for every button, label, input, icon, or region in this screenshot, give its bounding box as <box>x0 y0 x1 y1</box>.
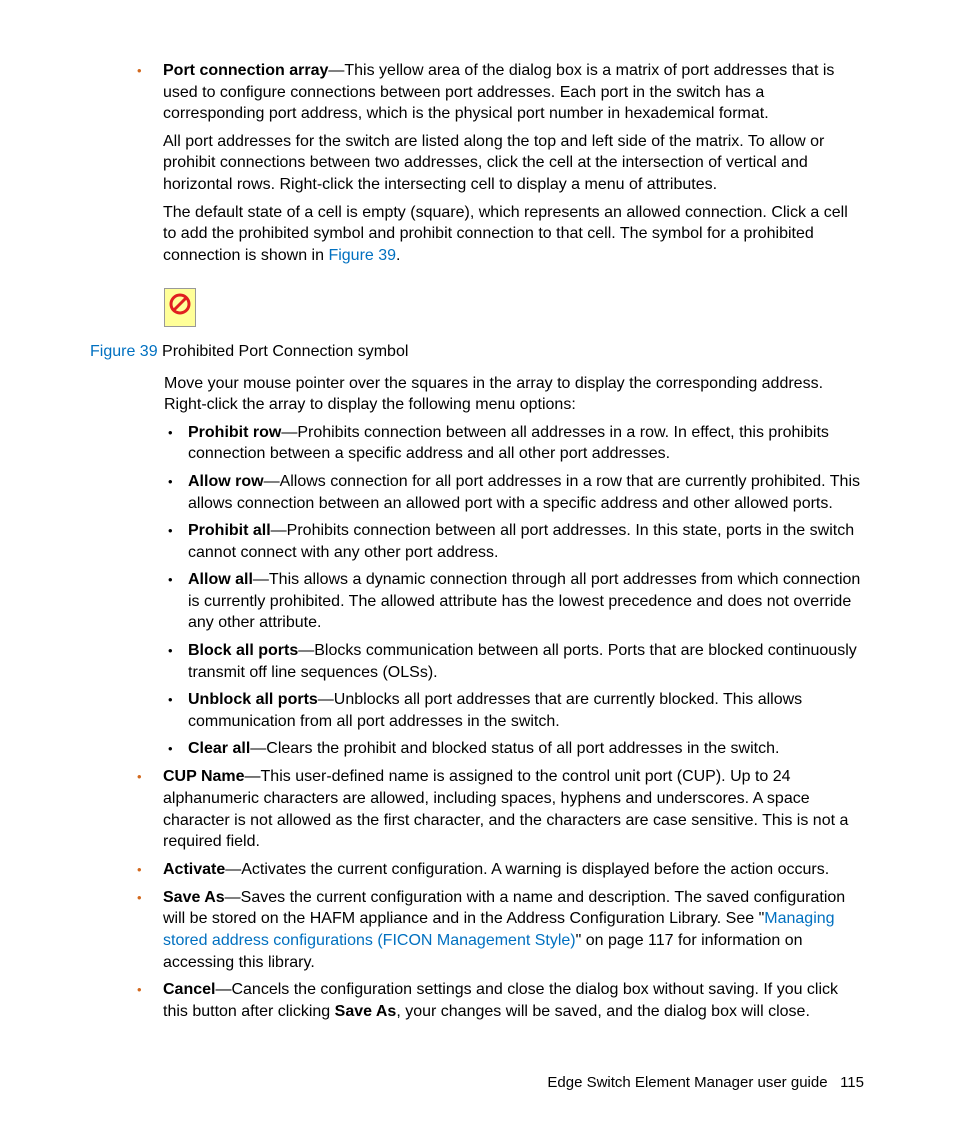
paragraph: All port addresses for the switch are li… <box>163 131 864 196</box>
figure-number: Figure 39 <box>90 343 158 360</box>
page-number: 115 <box>840 1074 864 1091</box>
bullet-icon: • <box>164 422 188 465</box>
page-footer: Edge Switch Element Manager user guide 1… <box>547 1073 864 1093</box>
bullet-icon: • <box>164 520 188 563</box>
bullet-content: Prohibit all—Prohibits connection betwee… <box>188 520 864 563</box>
footer-title: Edge Switch Element Manager user guide <box>547 1074 827 1091</box>
list-item: • Cancel—Cancels the configuration setti… <box>128 979 864 1022</box>
bullet-icon: • <box>128 887 163 973</box>
bullet-icon: • <box>164 738 188 760</box>
term-desc: —Prohibits connection between all addres… <box>188 424 829 463</box>
bullet-content: Cancel—Cancels the configuration setting… <box>163 979 864 1022</box>
term-label: Unblock all ports <box>188 691 318 708</box>
bullet-content: Unblock all ports—Unblocks all port addr… <box>188 689 864 732</box>
bullet-icon: • <box>128 60 163 272</box>
text: The default state of a cell is empty (sq… <box>163 204 848 264</box>
list-item: • Save As—Saves the current configuratio… <box>128 887 864 973</box>
text: —Saves the current configuration with a … <box>163 889 845 928</box>
inline-bold: Save As <box>335 1003 397 1020</box>
bullet-content: Prohibit row—Prohibits connection betwee… <box>188 422 864 465</box>
bullet-icon: • <box>164 640 188 683</box>
bullet-content: CUP Name—This user-defined name is assig… <box>163 766 864 852</box>
list-item: • Port connection array—This yellow area… <box>128 60 864 272</box>
term-label: Save As <box>163 889 225 906</box>
term-label: Port connection array <box>163 62 328 79</box>
sub-list: • Prohibit row—Prohibits connection betw… <box>164 422 864 761</box>
list-item: • Unblock all ports—Unblocks all port ad… <box>164 689 864 732</box>
list-item: • CUP Name—This user-defined name is ass… <box>128 766 864 852</box>
prohibited-icon <box>164 288 196 327</box>
term-desc: —Activates the current configuration. A … <box>225 861 829 878</box>
bullet-icon: • <box>164 689 188 732</box>
term-label: Cancel <box>163 981 215 998</box>
term-desc: —Allows connection for all port addresse… <box>188 473 860 512</box>
bullet-content: Port connection array—This yellow area o… <box>163 60 864 272</box>
figure-caption: Figure 39 Prohibited Port Connection sym… <box>90 341 864 363</box>
paragraph: Port connection array—This yellow area o… <box>163 60 864 125</box>
term-label: Allow all <box>188 571 253 588</box>
text: . <box>396 247 400 264</box>
term-desc: —This allows a dynamic connection throug… <box>188 571 860 631</box>
list-item: • Allow row—Allows connection for all po… <box>164 471 864 514</box>
figure-title: Prohibited Port Connection symbol <box>158 343 409 360</box>
term-label: CUP Name <box>163 768 245 785</box>
term-label: Clear all <box>188 740 250 757</box>
bullet-content: Allow row—Allows connection for all port… <box>188 471 864 514</box>
figure-block <box>164 278 864 335</box>
term-desc: —Prohibits connection between all port a… <box>188 522 854 561</box>
list-item: • Activate—Activates the current configu… <box>128 859 864 881</box>
figure-link[interactable]: Figure 39 <box>328 247 396 264</box>
list-item: • Clear all—Clears the prohibit and bloc… <box>164 738 864 760</box>
term-label: Prohibit row <box>188 424 281 441</box>
text: , your changes will be saved, and the di… <box>396 1003 810 1020</box>
paragraph-block: Move your mouse pointer over the squares… <box>164 373 864 416</box>
bullet-icon: • <box>128 979 163 1022</box>
paragraph: The default state of a cell is empty (sq… <box>163 202 864 267</box>
list-item: • Prohibit all—Prohibits connection betw… <box>164 520 864 563</box>
term-label: Block all ports <box>188 642 298 659</box>
bullet-icon: • <box>164 569 188 634</box>
bullet-content: Activate—Activates the current configura… <box>163 859 864 881</box>
term-label: Prohibit all <box>188 522 271 539</box>
bullet-content: Clear all—Clears the prohibit and blocke… <box>188 738 864 760</box>
term-desc: —This user-defined name is assigned to t… <box>163 768 848 850</box>
bullet-content: Save As—Saves the current configuration … <box>163 887 864 973</box>
bullet-content: Allow all—This allows a dynamic connecti… <box>188 569 864 634</box>
bullet-icon: • <box>128 766 163 852</box>
list-item: • Prohibit row—Prohibits connection betw… <box>164 422 864 465</box>
term-label: Activate <box>163 861 225 878</box>
document-page: • Port connection array—This yellow area… <box>0 0 954 1022</box>
bullet-icon: • <box>164 471 188 514</box>
bullet-icon: • <box>128 859 163 881</box>
bullet-content: Block all ports—Blocks communication bet… <box>188 640 864 683</box>
paragraph: Move your mouse pointer over the squares… <box>164 373 864 416</box>
term-label: Allow row <box>188 473 264 490</box>
term-desc: —Clears the prohibit and blocked status … <box>250 740 779 757</box>
list-item: • Block all ports—Blocks communication b… <box>164 640 864 683</box>
list-item: • Allow all—This allows a dynamic connec… <box>164 569 864 634</box>
